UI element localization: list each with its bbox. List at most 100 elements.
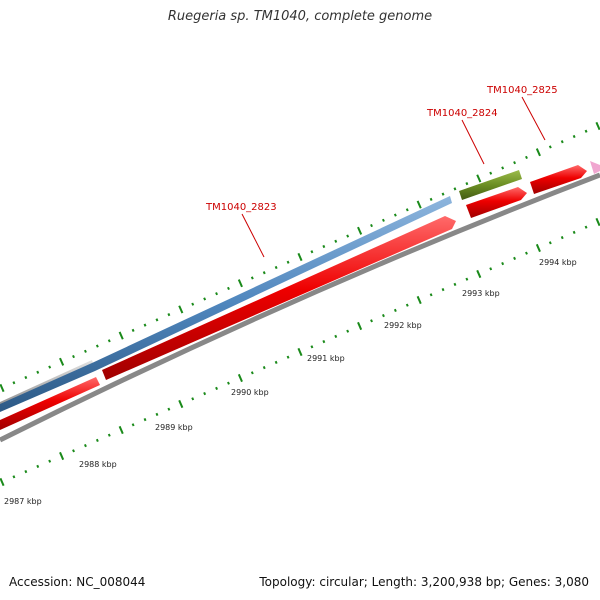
minor-tick (429, 197, 433, 201)
minor-tick (370, 319, 373, 323)
minor-tick (250, 276, 254, 280)
major-tick (297, 347, 303, 357)
major-tick (416, 295, 422, 305)
minor-tick (382, 314, 385, 318)
minor-tick (393, 308, 397, 312)
minor-tick (441, 192, 445, 196)
minor-tick (274, 265, 278, 270)
minor-tick (584, 225, 588, 229)
minor-tick (107, 433, 111, 437)
minor-tick (215, 292, 218, 296)
major-tick (357, 226, 363, 235)
minor-tick (334, 239, 338, 243)
minor-tick (215, 386, 218, 390)
minor-tick (584, 129, 588, 133)
major-tick (118, 331, 124, 340)
minor-tick (405, 303, 409, 307)
minor-tick (572, 134, 576, 139)
minor-tick (84, 444, 87, 448)
minor-tick (560, 236, 564, 240)
minor-tick (24, 375, 28, 380)
cds-arrow[interactable] (102, 216, 456, 380)
minor-tick (429, 293, 433, 297)
kbp-label: 2993 kbp (462, 289, 500, 298)
minor-tick (227, 381, 230, 385)
minor-tick (72, 449, 75, 453)
minor-tick (489, 171, 493, 175)
minor-tick (262, 366, 266, 370)
minor-tick (548, 145, 552, 149)
minor-tick (560, 140, 564, 144)
minor-tick (548, 241, 552, 245)
minor-tick (489, 267, 493, 271)
minor-tick (24, 470, 28, 474)
minor-tick (393, 213, 397, 217)
callout-line-tm1040-2825 (521, 96, 546, 141)
minor-tick (572, 230, 576, 234)
minor-tick (346, 329, 350, 333)
major-tick (237, 279, 243, 288)
minor-tick (203, 392, 207, 396)
minor-tick (227, 286, 230, 291)
major-tick (237, 373, 243, 383)
minor-tick (405, 208, 409, 212)
gene-tm1040-2823[interactable] (0, 196, 452, 412)
minor-tick (453, 282, 457, 286)
major-tick (118, 425, 124, 435)
major-tick (595, 217, 600, 227)
minor-tick (370, 223, 373, 228)
minor-tick (203, 297, 207, 301)
minor-tick (286, 355, 290, 359)
major-tick (476, 269, 482, 279)
pink-arrow[interactable] (590, 161, 600, 174)
minor-tick (167, 313, 171, 317)
minor-tick (36, 370, 40, 374)
major-tick (0, 477, 5, 487)
minor-tick (501, 262, 505, 266)
major-tick (178, 305, 184, 314)
minor-tick (167, 407, 171, 411)
major-tick (59, 451, 65, 461)
minor-tick (143, 418, 147, 422)
inner-tick-ring (0, 217, 600, 487)
minor-tick (131, 328, 135, 332)
major-tick (595, 121, 600, 131)
minor-tick (155, 318, 159, 322)
minor-tick (346, 234, 350, 238)
minor-tick (441, 288, 445, 292)
cds-arrow[interactable] (466, 187, 527, 218)
major-tick (297, 252, 303, 262)
major-tick (59, 357, 65, 366)
gene-tm1040-2824[interactable] (459, 170, 522, 200)
minor-tick (513, 256, 516, 260)
minor-tick (262, 271, 266, 275)
minor-tick (131, 423, 135, 427)
callout-line-tm1040-2824 (461, 119, 485, 165)
gene-label-tm1040-2823[interactable]: TM1040_2823 (205, 202, 277, 213)
kbp-label: 2994 kbp (539, 258, 577, 267)
minor-tick (84, 349, 87, 353)
major-tick (416, 200, 422, 209)
minor-tick (525, 251, 528, 255)
minor-tick (322, 244, 326, 249)
kbp-label: 2989 kbp (155, 423, 193, 432)
gene-label-tm1040-2824[interactable]: TM1040_2824 (426, 108, 498, 119)
cds-arrow[interactable] (0, 377, 100, 430)
minor-tick (250, 371, 254, 375)
minor-tick (12, 475, 16, 479)
callout-line-tm1040-2823 (241, 213, 265, 258)
minor-tick (95, 438, 99, 442)
minor-tick (525, 155, 528, 160)
minor-tick (465, 182, 469, 186)
cds-arrow[interactable] (530, 165, 587, 194)
minor-tick (513, 161, 516, 165)
minor-tick (95, 344, 99, 348)
minor-tick (310, 250, 314, 254)
genome-title: Ruegeria sp. TM1040, complete genome (167, 9, 433, 24)
kbp-label: 2991 kbp (307, 354, 345, 363)
gene-label-tm1040-2825[interactable]: TM1040_2825 (486, 85, 558, 96)
genome-backbone (0, 172, 600, 443)
minor-tick (48, 459, 52, 463)
minor-tick (191, 302, 195, 306)
